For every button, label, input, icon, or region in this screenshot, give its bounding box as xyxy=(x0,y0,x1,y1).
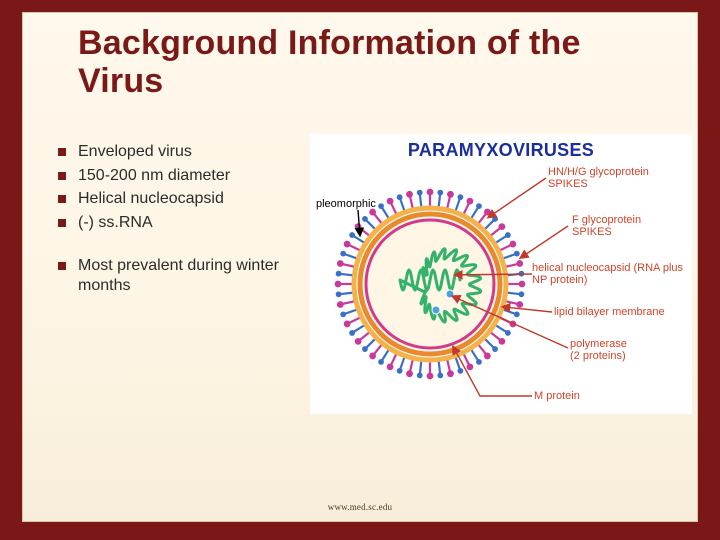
label-f-spikes: F glycoprotein SPIKES xyxy=(572,214,641,239)
virus-diagram: PARAMYXOVIRUSES pleomorphic HN/H/G glyco… xyxy=(310,134,692,414)
slide-title: Background Information of the Virus xyxy=(78,24,658,100)
list-item: Most prevalent during winter months xyxy=(56,256,306,295)
list-item: Helical nucleocapsid xyxy=(56,189,306,209)
label-m-protein: M protein xyxy=(534,390,580,402)
footer-citation: www.med.sc.edu xyxy=(22,502,698,512)
list-item: 150-200 nm diameter xyxy=(56,166,306,186)
label-hn-spikes: HN/H/G glycoprotein SPIKES xyxy=(548,166,649,191)
label-polymerase: polymerase (2 proteins) xyxy=(570,338,627,363)
bullet-list: Enveloped virus 150-200 nm diameter Heli… xyxy=(56,142,306,299)
label-pleomorphic: pleomorphic xyxy=(316,198,376,210)
label-membrane: lipid bilayer membrane xyxy=(554,306,665,318)
list-item: (-) ss.RNA xyxy=(56,213,306,233)
list-item: Enveloped virus xyxy=(56,142,306,162)
label-rna-np: helical nucleocapsid (RNA plus NP protei… xyxy=(532,262,688,287)
